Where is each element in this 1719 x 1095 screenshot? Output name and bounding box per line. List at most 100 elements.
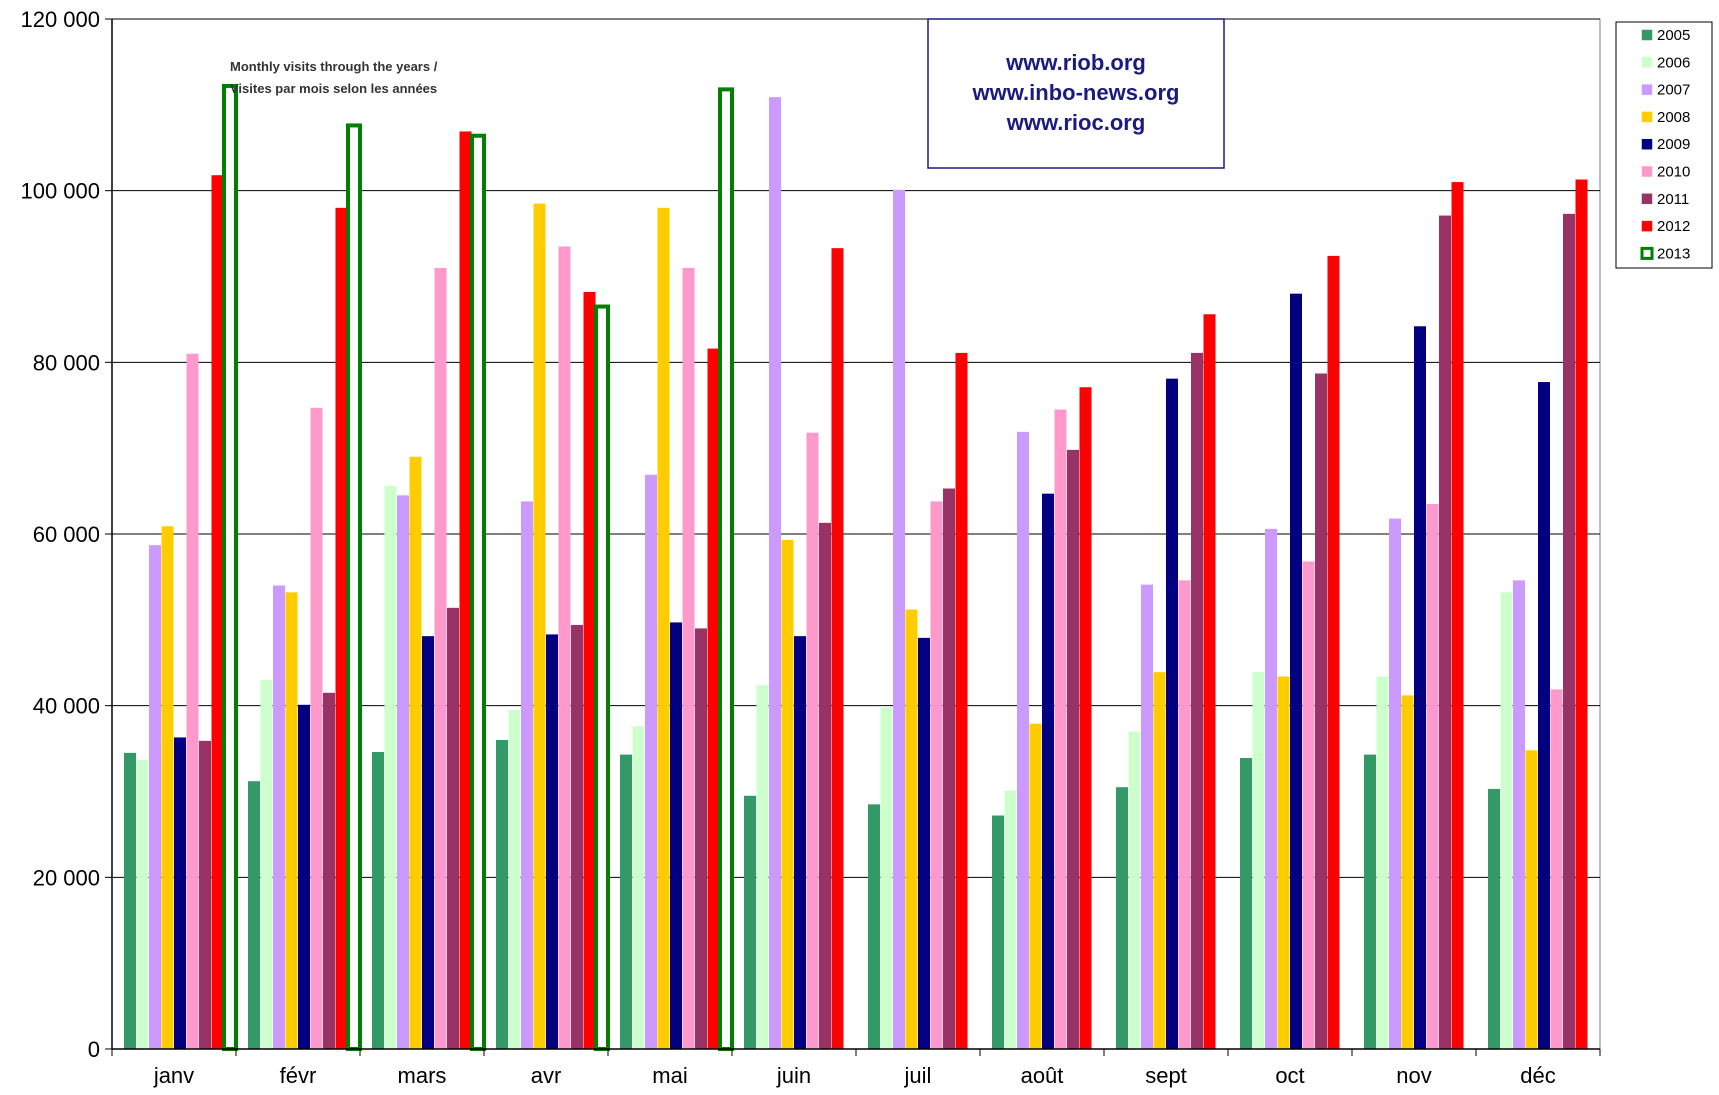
y-tick-label: 20 000 bbox=[33, 865, 100, 890]
bar-2011-sept bbox=[1191, 352, 1203, 1049]
chart-title: Monthly visits through the years / Visit… bbox=[230, 59, 438, 96]
legend-label-2008: 2008 bbox=[1657, 109, 1690, 126]
bar-2005-juin bbox=[744, 795, 756, 1049]
bar-2013-févr bbox=[346, 123, 362, 1051]
bar-2009-oct bbox=[1290, 293, 1302, 1050]
legend-swatch-2012 bbox=[1641, 220, 1653, 232]
bar-2011-mai bbox=[695, 628, 707, 1049]
legend-label-2010: 2010 bbox=[1657, 164, 1690, 181]
bar-2007-févr bbox=[273, 585, 285, 1049]
bar-2013-avr bbox=[594, 304, 610, 1051]
bar-2007-sept bbox=[1141, 584, 1153, 1049]
legend-entries: 2005 2006 2007 2008 2009 2010 2011 2012 2013 bbox=[1640, 27, 1690, 262]
bar-2013-mars bbox=[470, 133, 486, 1051]
bar-2009-mars bbox=[422, 636, 434, 1049]
x-tick-label: oct bbox=[1275, 1063, 1304, 1088]
bar-2006-août bbox=[1004, 790, 1017, 1049]
bar-2007-juil bbox=[893, 189, 905, 1049]
bar-2006-juin bbox=[756, 685, 769, 1049]
legend-label-2005: 2005 bbox=[1657, 27, 1690, 44]
bar-2012-déc bbox=[1575, 179, 1588, 1050]
bar-2011-févr bbox=[323, 692, 335, 1049]
legend-swatch-2006 bbox=[1641, 57, 1653, 68]
bar-2010-nov bbox=[1426, 503, 1439, 1049]
bar-2008-févr bbox=[285, 592, 298, 1049]
legend-swatch-2008 bbox=[1641, 111, 1653, 123]
bar-2012-janv bbox=[211, 175, 224, 1049]
bar-2009-janv bbox=[174, 737, 186, 1049]
bar-2005-nov bbox=[1364, 754, 1376, 1049]
bar-2007-nov bbox=[1389, 518, 1401, 1049]
bar-2006-févr bbox=[260, 679, 273, 1049]
bar-2007-oct bbox=[1265, 528, 1277, 1049]
legend-label-2012: 2012 bbox=[1657, 218, 1690, 235]
bar-2007-janv bbox=[149, 545, 161, 1049]
bar-2005-déc bbox=[1488, 788, 1500, 1049]
bar-2011-mars bbox=[447, 607, 459, 1049]
bar-2005-févr bbox=[248, 781, 260, 1049]
bar-2006-sept bbox=[1128, 731, 1141, 1049]
bar-2011-avr bbox=[571, 624, 583, 1049]
x-tick-label: mars bbox=[398, 1063, 447, 1088]
x-tick-label: août bbox=[1021, 1063, 1064, 1088]
url-rioc: www.rioc.org bbox=[1006, 110, 1146, 135]
bar-2012-sept bbox=[1203, 314, 1216, 1049]
bar-2005-avr bbox=[496, 740, 508, 1049]
bar-2010-janv bbox=[186, 353, 199, 1049]
bar-2012-juin bbox=[831, 248, 844, 1050]
bar-2007-août bbox=[1017, 431, 1029, 1049]
bar-2013-janv bbox=[222, 83, 238, 1051]
bar-2010-oct bbox=[1302, 561, 1315, 1049]
bar-2008-août bbox=[1029, 723, 1042, 1049]
legend: 2005 2006 2007 2008 2009 2010 2011 2012 2013 bbox=[1615, 21, 1713, 269]
bar-2006-juil bbox=[880, 707, 893, 1049]
y-tick-label: 100 000 bbox=[20, 179, 100, 204]
bar-2009-sept bbox=[1166, 378, 1178, 1049]
bar-2006-mai bbox=[632, 726, 645, 1049]
bar-2007-mars bbox=[397, 495, 409, 1049]
legend-frame bbox=[1615, 21, 1713, 269]
x-tick-label: juin bbox=[776, 1063, 811, 1088]
chart-title-line-1: Monthly visits through the years / bbox=[230, 59, 438, 74]
bar-2011-janv bbox=[199, 740, 211, 1049]
bar-2006-avr bbox=[508, 709, 521, 1049]
legend-swatch-2009 bbox=[1641, 138, 1653, 150]
legend-swatch-2013 bbox=[1640, 246, 1654, 260]
bar-2006-nov bbox=[1376, 676, 1389, 1049]
bar-2008-janv bbox=[161, 526, 174, 1049]
bar-2008-mai bbox=[657, 207, 670, 1050]
chart-title-line-2: Visites par mois selon les années bbox=[230, 81, 437, 96]
bar-2009-juil bbox=[918, 637, 930, 1049]
bar-2009-mai bbox=[670, 622, 682, 1049]
bar-2013-mai bbox=[718, 87, 734, 1051]
y-tick-label: 120 000 bbox=[20, 7, 100, 32]
bar-2005-août bbox=[992, 815, 1004, 1049]
bar-2008-nov bbox=[1401, 695, 1414, 1049]
legend-swatch-2005 bbox=[1641, 29, 1653, 41]
bar-2008-sept bbox=[1153, 672, 1166, 1049]
bar-2008-mars bbox=[409, 456, 422, 1049]
url-riob: www.riob.org bbox=[1005, 50, 1146, 75]
bar-2011-déc bbox=[1563, 213, 1575, 1049]
bar-2012-mai bbox=[707, 348, 720, 1050]
bar-2012-juil bbox=[955, 352, 968, 1049]
legend-label-2007: 2007 bbox=[1657, 82, 1690, 99]
bar-2010-avr bbox=[558, 246, 571, 1050]
x-tick-label: nov bbox=[1396, 1063, 1431, 1088]
bar-2010-sept bbox=[1178, 580, 1191, 1049]
bar-2007-avr bbox=[521, 501, 533, 1050]
x-tick-label: sept bbox=[1145, 1063, 1187, 1088]
url-box-frame bbox=[927, 18, 1225, 169]
bar-2005-oct bbox=[1240, 758, 1252, 1049]
bar-2011-août bbox=[1067, 449, 1079, 1050]
bar-2010-déc bbox=[1550, 689, 1563, 1049]
legend-swatch-2010 bbox=[1641, 166, 1653, 177]
x-tick-label: avr bbox=[531, 1063, 562, 1088]
x-tick-label: déc bbox=[1520, 1063, 1555, 1088]
x-tick-label: janv bbox=[153, 1063, 194, 1088]
y-tick-label: 40 000 bbox=[33, 694, 100, 719]
bar-2006-janv bbox=[136, 759, 149, 1049]
bar-2011-juil bbox=[943, 488, 955, 1050]
bar-2009-déc bbox=[1538, 382, 1550, 1049]
bar-2009-août bbox=[1042, 493, 1054, 1049]
